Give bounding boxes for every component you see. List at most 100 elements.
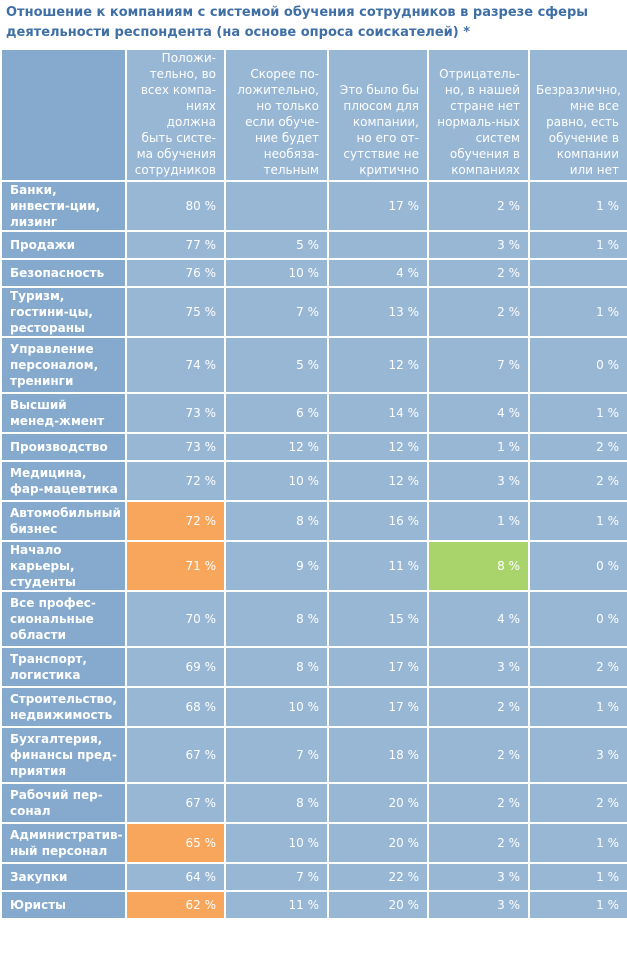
row-label: Транспорт, логистика	[0, 646, 127, 688]
value-cell: 74 %	[125, 336, 226, 394]
value-cell: 62 %	[125, 890, 226, 920]
value-cell: 17 %	[327, 686, 429, 728]
table-row: Производство 73 % 12 % 12 % 1 % 2 %	[0, 432, 627, 462]
row-label: Начало карьеры, студенты	[0, 540, 127, 592]
value-cell: 2 %	[427, 286, 530, 338]
table-row: Бухгалтерия, финансы пред-приятия 67 % 7 %…	[0, 726, 627, 784]
table-row: Закупки 64 % 7 % 22 % 3 % 1 %	[0, 862, 627, 892]
value-cell: 3 %	[528, 726, 627, 784]
value-cell: 17 %	[327, 646, 429, 688]
table-row: Туризм, гостини-цы, рестораны 75 % 7 % 13 %…	[0, 286, 627, 338]
value-cell: 3 %	[427, 230, 530, 260]
table-row: Управление персоналом, тренинги 74 % 5 % 12…	[0, 336, 627, 394]
value-cell: 3 %	[427, 862, 530, 892]
column-header: Это было бы плюсом для компании, но его …	[327, 48, 429, 182]
value-cell: 2 %	[528, 460, 627, 502]
header-corner	[0, 48, 127, 182]
value-cell: 1 %	[528, 180, 627, 232]
value-cell: 73 %	[125, 432, 226, 462]
value-cell: 10 %	[224, 822, 329, 864]
value-cell: 2 %	[427, 822, 530, 864]
value-cell: 16 %	[327, 500, 429, 542]
value-cell: 3 %	[427, 890, 530, 920]
value-cell: 20 %	[327, 822, 429, 864]
value-cell: 13 %	[327, 286, 429, 338]
value-cell: 72 %	[125, 500, 226, 542]
value-cell: 7 %	[224, 726, 329, 784]
table-row: Начало карьеры, студенты 71 % 9 % 11 % 8 % 0 …	[0, 540, 627, 592]
row-label: Юристы	[0, 890, 127, 920]
value-cell: 10 %	[224, 686, 329, 728]
value-cell: 2 %	[427, 686, 530, 728]
value-cell: 20 %	[327, 890, 429, 920]
value-cell: 10 %	[224, 460, 329, 502]
table-row: Медицина, фар-мацевтика 72 % 10 % 12 % 3 % 2 …	[0, 460, 627, 502]
row-label: Медицина, фар-мацевтика	[0, 460, 127, 502]
table-row: Высший менед-жмент 73 % 6 % 14 % 4 % 1 %	[0, 392, 627, 434]
value-cell: 1 %	[528, 500, 627, 542]
value-cell: 72 %	[125, 460, 226, 502]
value-cell: 7 %	[224, 862, 329, 892]
value-cell: 64 %	[125, 862, 226, 892]
value-cell: 11 %	[327, 540, 429, 592]
value-cell: 1 %	[528, 286, 627, 338]
value-cell: 7 %	[224, 286, 329, 338]
data-table: Положи-тельно, во всех компа-ниях должна…	[0, 48, 627, 920]
column-header: Скорее по-ложительно, но только если обу…	[224, 48, 329, 182]
row-label: Управление персоналом, тренинги	[0, 336, 127, 394]
table-row: Строительство, недвижимость 68 % 10 % 17 % 2…	[0, 686, 627, 728]
value-cell: 8 %	[427, 540, 530, 592]
value-cell: 12 %	[327, 336, 429, 394]
value-cell: 2 %	[427, 782, 530, 824]
value-cell: 8 %	[224, 646, 329, 688]
value-cell: 4 %	[427, 392, 530, 434]
value-cell	[327, 230, 429, 260]
table-body: Банки, инвести-ции, лизинг 80 % 17 % 2 % 1 %…	[0, 180, 627, 920]
value-cell: 1 %	[528, 862, 627, 892]
table-row: Продажи 77 % 5 % 3 % 1 %	[0, 230, 627, 260]
row-label: Автомобильный бизнес	[0, 500, 127, 542]
value-cell: 67 %	[125, 782, 226, 824]
value-cell: 2 %	[528, 782, 627, 824]
row-label: Рабочий пер-сонал	[0, 782, 127, 824]
value-cell: 2 %	[528, 432, 627, 462]
column-header: Положи-тельно, во всех компа-ниях должна…	[125, 48, 226, 182]
value-cell: 68 %	[125, 686, 226, 728]
value-cell: 15 %	[327, 590, 429, 648]
value-cell: 77 %	[125, 230, 226, 260]
value-cell	[528, 258, 627, 288]
value-cell: 12 %	[327, 432, 429, 462]
value-cell: 73 %	[125, 392, 226, 434]
value-cell: 10 %	[224, 258, 329, 288]
value-cell: 80 %	[125, 180, 226, 232]
value-cell: 4 %	[327, 258, 429, 288]
value-cell: 17 %	[327, 180, 429, 232]
row-label: Строительство, недвижимость	[0, 686, 127, 728]
value-cell: 14 %	[327, 392, 429, 434]
row-label: Безопасность	[0, 258, 127, 288]
row-label: Высший менед-жмент	[0, 392, 127, 434]
table-row: Рабочий пер-сонал 67 % 8 % 20 % 2 % 2 %	[0, 782, 627, 824]
row-label: Бухгалтерия, финансы пред-приятия	[0, 726, 127, 784]
value-cell: 71 %	[125, 540, 226, 592]
row-label: Все профес-сиональные области	[0, 590, 127, 648]
value-cell: 6 %	[224, 392, 329, 434]
value-cell: 0 %	[528, 590, 627, 648]
value-cell: 1 %	[427, 432, 530, 462]
row-label: Закупки	[0, 862, 127, 892]
value-cell: 1 %	[528, 230, 627, 260]
value-cell: 3 %	[427, 460, 530, 502]
value-cell: 65 %	[125, 822, 226, 864]
value-cell: 2 %	[528, 646, 627, 688]
value-cell: 0 %	[528, 540, 627, 592]
value-cell: 1 %	[427, 500, 530, 542]
value-cell	[224, 180, 329, 232]
table-row: Административ-ный персонал 65 % 10 % 20 % 2 …	[0, 822, 627, 864]
row-label: Туризм, гостини-цы, рестораны	[0, 286, 127, 338]
value-cell: 5 %	[224, 336, 329, 394]
column-header: Отрицатель-но, в нашей стране нет нормал…	[427, 48, 530, 182]
value-cell: 1 %	[528, 890, 627, 920]
value-cell: 0 %	[528, 336, 627, 394]
column-header: Безразлично, мне все равно, есть обучени…	[528, 48, 627, 182]
table-row: Все профес-сиональные области 70 % 8 % 15 %…	[0, 590, 627, 648]
